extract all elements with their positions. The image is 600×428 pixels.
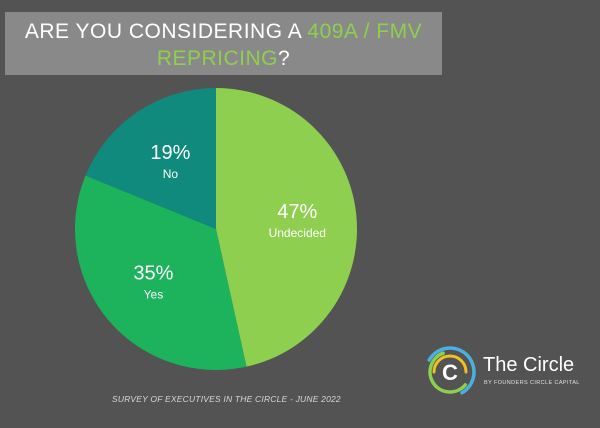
pie-slice-yes — [75, 175, 247, 370]
circle-logo-icon: C — [427, 346, 476, 395]
logo-ring-arc — [428, 351, 468, 394]
title-prefix: ARE YOU CONSIDERING A — [24, 20, 308, 43]
chart-title: ARE YOU CONSIDERING A 409A / FMV REPRICI… — [5, 12, 442, 75]
title-highlight-repricing: REPRICING — [156, 47, 278, 70]
survey-footnote: SURVEY OF EXECUTIVES IN THE CIRCLE - JUN… — [112, 394, 341, 404]
the-circle-logo: C The Circle BY FOUNDERS CIRCLE CAPITAL — [420, 342, 590, 402]
logo-ring-arc — [427, 346, 476, 395]
slice-value-yes: 35% — [133, 263, 173, 285]
slice-label-no: No — [163, 167, 179, 181]
logo-name: The Circle — [483, 354, 575, 376]
pie-slice-no — [85, 87, 217, 229]
slice-label-yes: Yes — [144, 288, 164, 302]
slice-value-undecided: 47% — [277, 201, 317, 223]
title-line-2: REPRICING? — [5, 45, 442, 72]
logo-ring-arc — [432, 354, 468, 374]
title-line-1: ARE YOU CONSIDERING A 409A / FMV — [5, 18, 442, 45]
pie-slice-undecided — [216, 88, 357, 367]
logo-c-glyph: C — [442, 360, 458, 385]
logo-subtitle: BY FOUNDERS CIRCLE CAPITAL — [484, 380, 580, 386]
slice-value-no: 19% — [150, 142, 190, 164]
slice-label-undecided: Undecided — [269, 226, 326, 240]
title-highlight-409a: 409A / FMV — [307, 20, 423, 43]
title-suffix: ? — [278, 47, 291, 70]
